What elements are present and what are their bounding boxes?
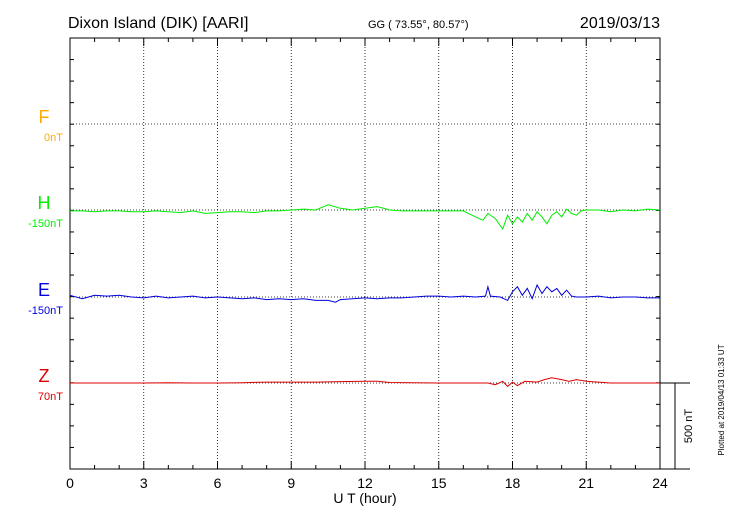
x-tick-label: 0 <box>66 475 74 491</box>
series-line-e <box>69 283 660 303</box>
x-tick-label: 12 <box>357 475 373 491</box>
x-axis-ticks: 0 3 6 9 12 15 18 21 24 <box>66 37 668 491</box>
channel-label-f: F <box>39 107 50 127</box>
channel-baseline-h: -150nT <box>28 218 63 230</box>
date-label: 2019/03/13 <box>580 15 660 32</box>
channel-label-h: H <box>38 193 51 213</box>
channel-baseline-e: -150nT <box>28 305 63 317</box>
x-tick-label: 21 <box>578 475 594 491</box>
x-tick-label: 6 <box>214 475 222 491</box>
channel-baseline-f: 0nT <box>44 132 63 144</box>
channel-labels: F 0nT H -150nT E -150nT Z 70nT <box>28 107 63 403</box>
coordinates-label: GG ( 73.55°, 80.57°) <box>368 19 469 31</box>
x-tick-label: 9 <box>287 475 295 491</box>
channel-baseline-z: 70nT <box>38 391 63 403</box>
x-tick-label: 24 <box>652 475 668 491</box>
channel-label-z: Z <box>39 366 50 386</box>
scale-bar-label: 500 nT <box>683 409 695 444</box>
x-tick-label: 15 <box>431 475 447 491</box>
plotted-note: Plotted at 2019/04/13 01:33 UT <box>717 344 726 455</box>
x-tick-label: 18 <box>505 475 521 491</box>
station-title: Dixon Island (DIK) [AARI] <box>68 15 249 32</box>
series-group <box>69 204 661 388</box>
x-axis-label: U T (hour) <box>333 490 396 506</box>
scale-bar: 500 nT <box>660 382 695 470</box>
series-line-h <box>70 204 661 230</box>
series-line-z <box>70 377 660 388</box>
grid <box>70 38 660 469</box>
channel-label-e: E <box>38 280 50 300</box>
x-tick-label: 3 <box>140 475 148 491</box>
